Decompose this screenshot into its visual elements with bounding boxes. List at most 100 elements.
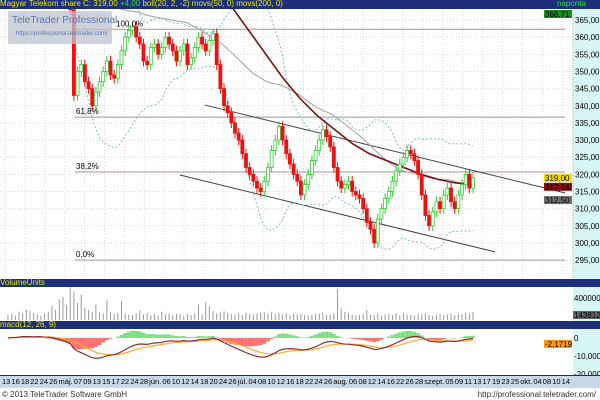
period-selector[interactable]: naponta <box>557 0 586 8</box>
price-tick: 360,00 <box>575 33 600 42</box>
candle-up <box>262 180 267 192</box>
candle-down <box>156 43 161 55</box>
candle-up <box>277 125 281 141</box>
candle-down <box>244 153 248 168</box>
date-tick: 14 <box>561 377 570 386</box>
date-tick: 07 <box>73 377 83 386</box>
fibonacci-label: 0,0% <box>76 250 94 259</box>
badge-ma50-text: 312,50 <box>545 196 570 205</box>
price-tick: 355,00 <box>575 50 600 59</box>
candle-up <box>379 208 384 220</box>
date-tick: 28 <box>139 377 149 386</box>
volume-chart[interactable]: 4000000 1438124 <box>0 287 600 321</box>
candle-down <box>72 9 76 96</box>
candle-down <box>214 33 219 65</box>
macd-panel-header: macd(12, 26, 9) <box>0 321 600 329</box>
candle-up <box>309 160 314 175</box>
candle-down <box>174 50 179 62</box>
macd-tick: 0 <box>574 334 579 343</box>
candle-up <box>126 29 131 38</box>
candle-down <box>372 228 377 244</box>
badge-high-text: 368,71 <box>545 10 570 19</box>
date-tick: 10 <box>171 377 181 386</box>
candle-down <box>427 215 431 227</box>
candle-down <box>145 60 150 65</box>
candle-down <box>452 201 457 210</box>
price-tick: 350,00 <box>575 67 600 76</box>
candle-up <box>189 57 193 65</box>
instrument-name[interactable]: Magyar Telekom share <box>0 0 81 8</box>
candle-down <box>236 132 241 141</box>
candle-up <box>130 26 135 31</box>
candle-down <box>419 173 424 196</box>
candle-down <box>299 180 303 196</box>
date-tick: szept. <box>424 377 445 386</box>
date-tick: 10 <box>552 377 561 386</box>
volume-panel-header: VolumeUnits <box>0 279 600 287</box>
candle-up <box>115 64 120 79</box>
candle-up <box>394 170 399 182</box>
candle-down <box>218 64 223 90</box>
candle-down <box>229 112 234 124</box>
close-value: C: 319,00 <box>83 0 118 8</box>
price-tick: 340,00 <box>575 102 600 111</box>
date-tick: 24 <box>130 377 139 386</box>
date-tick: 26 <box>228 377 237 386</box>
date-tick: 15 <box>102 377 111 386</box>
fibonacci-label: 38,2% <box>76 162 99 171</box>
candle-down <box>137 36 142 45</box>
price-chart[interactable]: 365,00 360,00 355,00 350,00 345,00 340,00 335,… <box>0 9 600 279</box>
candle-down <box>258 187 263 192</box>
price-tick: 345,00 <box>575 85 600 94</box>
candle-down <box>233 122 237 134</box>
date-tick: 09 <box>454 377 464 386</box>
trend-channel-lower <box>179 174 496 253</box>
candle-down <box>350 180 355 192</box>
candle-up <box>119 50 124 65</box>
macd-tick: -20,0000 <box>574 370 600 375</box>
candle-down <box>112 74 117 79</box>
macd-chart[interactable]: 0 -10,0000 -20,0000 -2,1719 <box>0 329 600 375</box>
date-tick: 22 <box>120 377 130 386</box>
price-tick: 310,00 <box>575 205 600 214</box>
date-tick: 11 <box>464 377 473 386</box>
candle-down <box>408 149 413 155</box>
price-tick: 315,00 <box>575 188 600 197</box>
candle-down <box>82 64 87 83</box>
footer: © 2013 TeleTrader Software GmbH http://p… <box>0 388 600 400</box>
price-tick: 330,00 <box>575 136 600 145</box>
candle-up <box>375 218 380 244</box>
fibonacci-label: 61,8% <box>76 107 99 116</box>
price-tick: 300,00 <box>575 239 600 248</box>
candle-up <box>306 173 311 186</box>
price-tick: 305,00 <box>575 222 600 231</box>
candle-down <box>167 36 172 45</box>
candle-down <box>90 88 95 107</box>
candle-down <box>251 173 256 182</box>
candle-up <box>104 60 109 72</box>
date-tick: 06 <box>162 377 171 386</box>
candle-up <box>313 149 318 162</box>
badge-ma50 <box>544 196 572 205</box>
date-tick: 13 <box>92 377 101 386</box>
date-tick: 22 <box>304 377 314 386</box>
candle-down <box>416 160 420 175</box>
candle-down <box>225 105 230 114</box>
macd-label[interactable]: macd(12, 26, 9) <box>0 320 57 329</box>
date-tick: 08 <box>542 377 552 386</box>
candle-down <box>328 136 333 148</box>
volume-label[interactable]: VolumeUnits <box>0 278 45 287</box>
candle-up <box>269 149 274 168</box>
date-tick: 26 <box>405 377 414 386</box>
indicator-list[interactable]: boll(20, 2, -2) movs(50, 0) movs(200, 0) <box>142 0 283 8</box>
date-tick: 13 <box>2 377 11 386</box>
date-tick: 17 <box>482 377 491 386</box>
footer-url[interactable]: http://professional.teletrader.com/ <box>477 390 596 399</box>
price-axis <box>573 9 600 279</box>
candle-up <box>181 43 186 52</box>
macd-axis <box>573 329 600 375</box>
candle-up <box>123 36 128 52</box>
candle-down <box>134 26 139 38</box>
candle-down <box>291 163 296 175</box>
candle-down <box>361 197 366 210</box>
